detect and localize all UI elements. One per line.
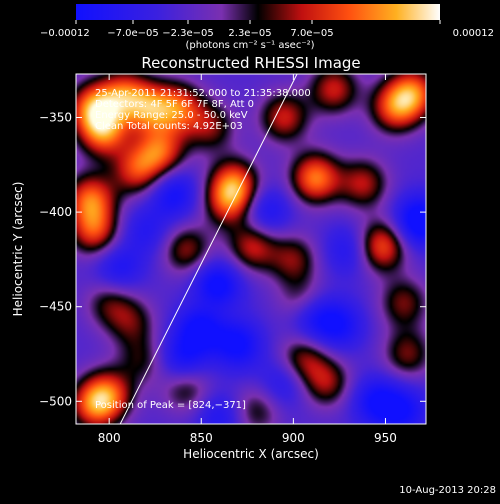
y-axis-ticks: −350 −400 −450 −500 xyxy=(39,111,426,408)
colorbar-units-label: (photons cm⁻² s⁻¹ asec⁻²) xyxy=(185,40,314,51)
x-tick-label: 950 xyxy=(374,431,397,445)
plot-area xyxy=(76,74,426,424)
energy-range-annotation: Energy Range: 25.0 - 50.0 keV xyxy=(95,110,248,121)
colorbar-tick-label: 2.3e−05 xyxy=(228,28,271,39)
plot-frame xyxy=(75,73,427,425)
time-range-annotation: 25-Apr-2011 21:31:52.000 to 21:35:38.000 xyxy=(95,88,311,99)
footer-timestamp: 10-Aug-2013 20:28 xyxy=(399,485,496,496)
colorbar-tick-label: −0.00012 xyxy=(40,28,90,39)
detectors-annotation: Detectors: 4F 5F 6F 7F 8F, Att 0 xyxy=(95,99,254,110)
x-tick-label: 800 xyxy=(98,431,121,445)
colorbar xyxy=(76,4,440,20)
peak-position-annotation: Position of Peak = [824,−371] xyxy=(95,400,246,411)
colorbar-tick-label: −7.0e−05 xyxy=(107,28,159,39)
y-tick-label: −450 xyxy=(39,300,72,314)
y-tick-label: −350 xyxy=(39,111,72,125)
solar-limb-line xyxy=(119,74,298,424)
x-axis-label: Heliocentric X (arcsec) xyxy=(183,447,319,461)
colorbar-tick-label: −2.3e−05 xyxy=(162,28,214,39)
y-tick-label: −400 xyxy=(39,205,72,219)
colorbar-tick-label: 7.0e−05 xyxy=(290,28,333,39)
x-axis-ticks: 800 850 900 950 xyxy=(98,74,397,445)
method-counts-annotation: Clean Total counts: 4.92E+03 xyxy=(95,121,243,132)
x-tick-label: 850 xyxy=(190,431,213,445)
chart-title: Reconstructed RHESSI Image xyxy=(141,54,360,72)
heatmap-image xyxy=(76,74,426,424)
x-tick-label: 900 xyxy=(282,431,305,445)
y-axis-label: Heliocentric Y (arcsec) xyxy=(11,182,25,317)
y-tick-label: −500 xyxy=(39,394,72,408)
colorbar-ticks: −0.00012 −7.0e−05 −2.3e−05 2.3e−05 7.0e−05 0.… xyxy=(40,20,494,39)
colorbar-tick-label: 0.00012 xyxy=(453,28,494,39)
